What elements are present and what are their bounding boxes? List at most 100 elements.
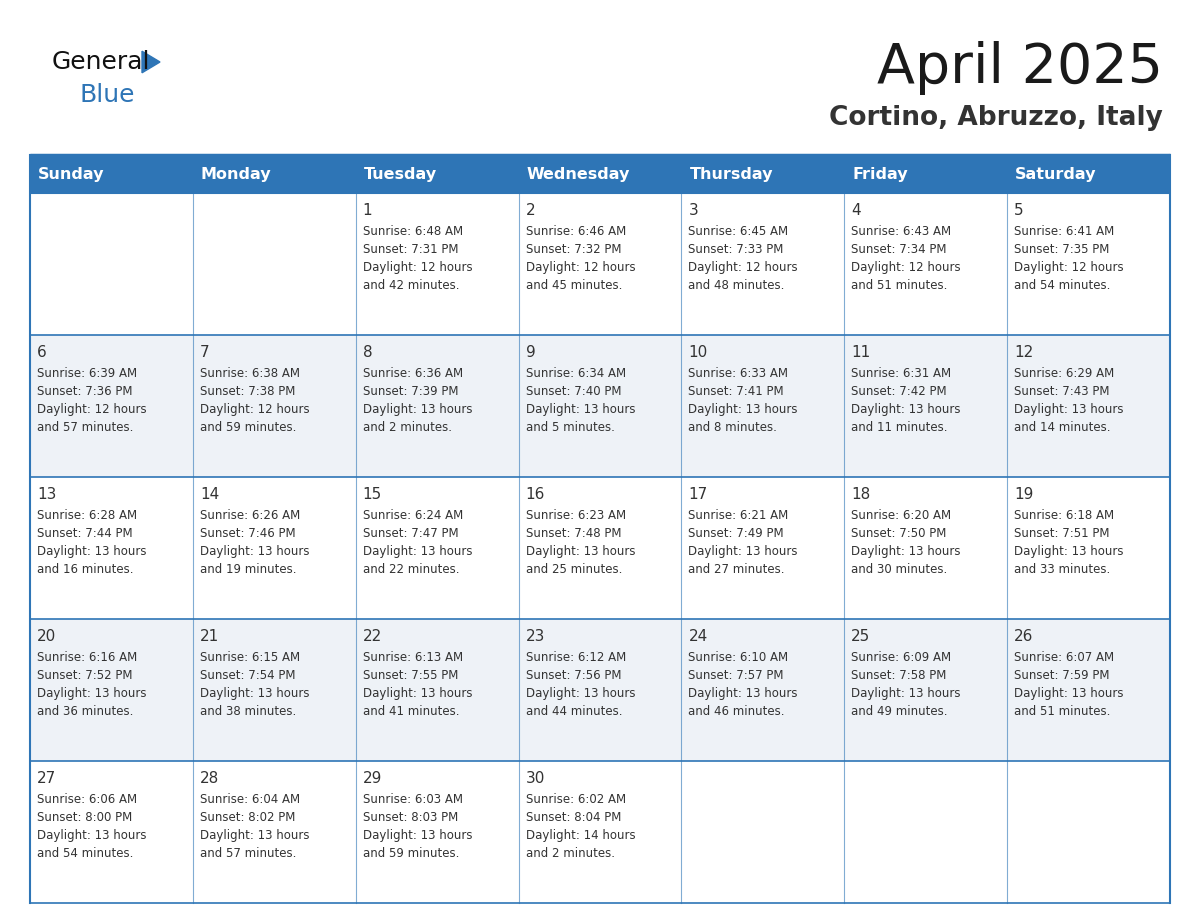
Text: Sunrise: 6:41 AM
Sunset: 7:35 PM
Daylight: 12 hours
and 54 minutes.: Sunrise: 6:41 AM Sunset: 7:35 PM Dayligh… (1015, 225, 1124, 292)
Bar (355, 477, 519, 619)
Text: 11: 11 (852, 345, 871, 360)
Text: Sunrise: 6:13 AM
Sunset: 7:55 PM
Daylight: 13 hours
and 41 minutes.: Sunrise: 6:13 AM Sunset: 7:55 PM Dayligh… (362, 651, 472, 718)
Text: Sunrise: 6:33 AM
Sunset: 7:41 PM
Daylight: 13 hours
and 8 minutes.: Sunrise: 6:33 AM Sunset: 7:41 PM Dayligh… (688, 367, 798, 434)
Text: Sunrise: 6:29 AM
Sunset: 7:43 PM
Daylight: 13 hours
and 14 minutes.: Sunrise: 6:29 AM Sunset: 7:43 PM Dayligh… (1015, 367, 1124, 434)
Bar (1007, 619, 1170, 761)
Polygon shape (143, 51, 160, 73)
Bar (1007, 193, 1170, 335)
Text: 29: 29 (362, 771, 383, 786)
Text: Sunrise: 6:39 AM
Sunset: 7:36 PM
Daylight: 12 hours
and 57 minutes.: Sunrise: 6:39 AM Sunset: 7:36 PM Dayligh… (37, 367, 146, 434)
Text: Sunrise: 6:04 AM
Sunset: 8:02 PM
Daylight: 13 hours
and 57 minutes.: Sunrise: 6:04 AM Sunset: 8:02 PM Dayligh… (200, 793, 309, 860)
Bar (519, 477, 682, 619)
Bar (845, 335, 1007, 477)
Bar (519, 619, 682, 761)
Text: 15: 15 (362, 487, 383, 502)
Bar (30, 193, 192, 335)
Text: 20: 20 (37, 629, 56, 644)
Text: 4: 4 (852, 203, 861, 218)
Text: Sunrise: 6:48 AM
Sunset: 7:31 PM
Daylight: 12 hours
and 42 minutes.: Sunrise: 6:48 AM Sunset: 7:31 PM Dayligh… (362, 225, 473, 292)
Bar (519, 155, 682, 193)
Text: Thursday: Thursday (689, 166, 773, 182)
Bar (30, 477, 192, 619)
Text: Sunrise: 6:03 AM
Sunset: 8:03 PM
Daylight: 13 hours
and 59 minutes.: Sunrise: 6:03 AM Sunset: 8:03 PM Dayligh… (362, 793, 472, 860)
Text: Wednesday: Wednesday (526, 166, 630, 182)
Text: 23: 23 (525, 629, 545, 644)
Text: 25: 25 (852, 629, 871, 644)
Bar (355, 155, 519, 193)
Text: Sunrise: 6:07 AM
Sunset: 7:59 PM
Daylight: 13 hours
and 51 minutes.: Sunrise: 6:07 AM Sunset: 7:59 PM Dayligh… (1015, 651, 1124, 718)
Text: Monday: Monday (201, 166, 272, 182)
Text: Sunrise: 6:36 AM
Sunset: 7:39 PM
Daylight: 13 hours
and 2 minutes.: Sunrise: 6:36 AM Sunset: 7:39 PM Dayligh… (362, 367, 472, 434)
Text: 17: 17 (688, 487, 708, 502)
Text: 6: 6 (37, 345, 46, 360)
Bar (30, 335, 192, 477)
Bar (519, 193, 682, 335)
Text: Sunrise: 6:38 AM
Sunset: 7:38 PM
Daylight: 12 hours
and 59 minutes.: Sunrise: 6:38 AM Sunset: 7:38 PM Dayligh… (200, 367, 310, 434)
Text: 18: 18 (852, 487, 871, 502)
Text: Sunrise: 6:02 AM
Sunset: 8:04 PM
Daylight: 14 hours
and 2 minutes.: Sunrise: 6:02 AM Sunset: 8:04 PM Dayligh… (525, 793, 636, 860)
Bar (682, 619, 845, 761)
Text: Friday: Friday (852, 166, 908, 182)
Text: 30: 30 (525, 771, 545, 786)
Text: Sunrise: 6:06 AM
Sunset: 8:00 PM
Daylight: 13 hours
and 54 minutes.: Sunrise: 6:06 AM Sunset: 8:00 PM Dayligh… (37, 793, 146, 860)
Text: April 2025: April 2025 (877, 41, 1163, 95)
Text: Sunrise: 6:28 AM
Sunset: 7:44 PM
Daylight: 13 hours
and 16 minutes.: Sunrise: 6:28 AM Sunset: 7:44 PM Dayligh… (37, 509, 146, 576)
Text: Sunrise: 6:09 AM
Sunset: 7:58 PM
Daylight: 13 hours
and 49 minutes.: Sunrise: 6:09 AM Sunset: 7:58 PM Dayligh… (852, 651, 961, 718)
Text: Tuesday: Tuesday (364, 166, 437, 182)
Text: Sunrise: 6:10 AM
Sunset: 7:57 PM
Daylight: 13 hours
and 46 minutes.: Sunrise: 6:10 AM Sunset: 7:57 PM Dayligh… (688, 651, 798, 718)
Text: Sunrise: 6:18 AM
Sunset: 7:51 PM
Daylight: 13 hours
and 33 minutes.: Sunrise: 6:18 AM Sunset: 7:51 PM Dayligh… (1015, 509, 1124, 576)
Text: 3: 3 (688, 203, 699, 218)
Text: Sunrise: 6:45 AM
Sunset: 7:33 PM
Daylight: 12 hours
and 48 minutes.: Sunrise: 6:45 AM Sunset: 7:33 PM Dayligh… (688, 225, 798, 292)
Text: 1: 1 (362, 203, 372, 218)
Text: Cortino, Abruzzo, Italy: Cortino, Abruzzo, Italy (829, 105, 1163, 131)
Bar (30, 155, 192, 193)
Text: Sunrise: 6:20 AM
Sunset: 7:50 PM
Daylight: 13 hours
and 30 minutes.: Sunrise: 6:20 AM Sunset: 7:50 PM Dayligh… (852, 509, 961, 576)
Bar (192, 477, 355, 619)
Text: 8: 8 (362, 345, 372, 360)
Text: 16: 16 (525, 487, 545, 502)
Text: Sunrise: 6:16 AM
Sunset: 7:52 PM
Daylight: 13 hours
and 36 minutes.: Sunrise: 6:16 AM Sunset: 7:52 PM Dayligh… (37, 651, 146, 718)
Text: 2: 2 (525, 203, 536, 218)
Bar (682, 477, 845, 619)
Text: 24: 24 (688, 629, 708, 644)
Text: 13: 13 (37, 487, 56, 502)
Bar (192, 761, 355, 903)
Bar (30, 761, 192, 903)
Text: Sunrise: 6:12 AM
Sunset: 7:56 PM
Daylight: 13 hours
and 44 minutes.: Sunrise: 6:12 AM Sunset: 7:56 PM Dayligh… (525, 651, 636, 718)
Bar (355, 761, 519, 903)
Bar (192, 335, 355, 477)
Text: Sunrise: 6:23 AM
Sunset: 7:48 PM
Daylight: 13 hours
and 25 minutes.: Sunrise: 6:23 AM Sunset: 7:48 PM Dayligh… (525, 509, 636, 576)
Bar (845, 193, 1007, 335)
Bar (519, 335, 682, 477)
Bar (682, 193, 845, 335)
Bar (1007, 761, 1170, 903)
Text: 12: 12 (1015, 345, 1034, 360)
Bar (682, 761, 845, 903)
Bar (355, 619, 519, 761)
Text: 14: 14 (200, 487, 219, 502)
Bar (845, 761, 1007, 903)
Text: Blue: Blue (80, 83, 135, 107)
Bar (355, 193, 519, 335)
Text: 10: 10 (688, 345, 708, 360)
Text: 26: 26 (1015, 629, 1034, 644)
Text: 9: 9 (525, 345, 536, 360)
Bar (192, 155, 355, 193)
Text: 22: 22 (362, 629, 383, 644)
Text: 27: 27 (37, 771, 56, 786)
Text: Sunrise: 6:15 AM
Sunset: 7:54 PM
Daylight: 13 hours
and 38 minutes.: Sunrise: 6:15 AM Sunset: 7:54 PM Dayligh… (200, 651, 309, 718)
Text: 7: 7 (200, 345, 209, 360)
Text: Sunrise: 6:26 AM
Sunset: 7:46 PM
Daylight: 13 hours
and 19 minutes.: Sunrise: 6:26 AM Sunset: 7:46 PM Dayligh… (200, 509, 309, 576)
Bar (1007, 477, 1170, 619)
Bar (845, 155, 1007, 193)
Text: Sunrise: 6:46 AM
Sunset: 7:32 PM
Daylight: 12 hours
and 45 minutes.: Sunrise: 6:46 AM Sunset: 7:32 PM Dayligh… (525, 225, 636, 292)
Bar (1007, 335, 1170, 477)
Bar (845, 619, 1007, 761)
Text: Sunrise: 6:24 AM
Sunset: 7:47 PM
Daylight: 13 hours
and 22 minutes.: Sunrise: 6:24 AM Sunset: 7:47 PM Dayligh… (362, 509, 472, 576)
Text: Sunrise: 6:21 AM
Sunset: 7:49 PM
Daylight: 13 hours
and 27 minutes.: Sunrise: 6:21 AM Sunset: 7:49 PM Dayligh… (688, 509, 798, 576)
Bar (355, 335, 519, 477)
Text: Sunrise: 6:31 AM
Sunset: 7:42 PM
Daylight: 13 hours
and 11 minutes.: Sunrise: 6:31 AM Sunset: 7:42 PM Dayligh… (852, 367, 961, 434)
Text: Sunday: Sunday (38, 166, 105, 182)
Text: 5: 5 (1015, 203, 1024, 218)
Bar (192, 193, 355, 335)
